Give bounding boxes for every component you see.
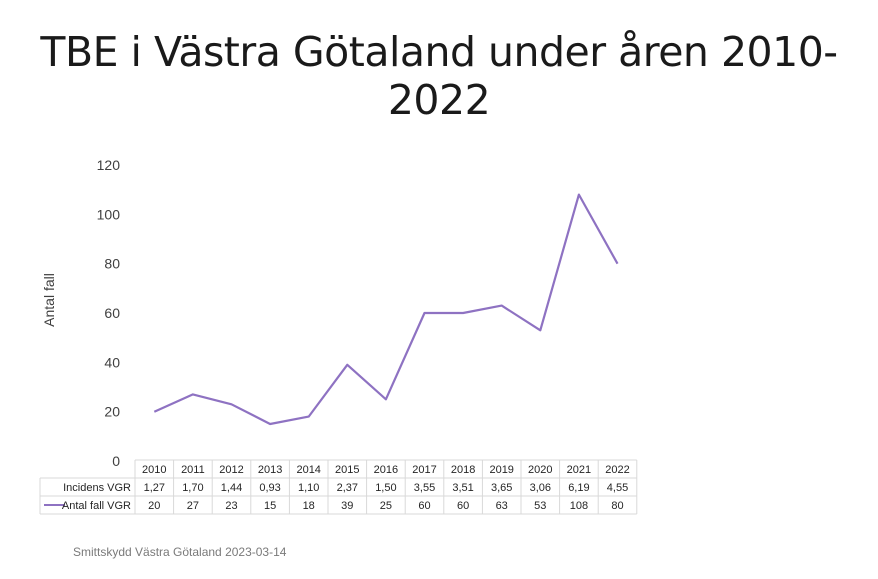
y-axis: 0 20 40 60 80 100 120 (97, 157, 121, 469)
data-label: 2,37 (337, 482, 358, 494)
data-label: 108 (570, 500, 588, 512)
data-label: 63 (496, 500, 508, 512)
footer-source: Smittskydd Västra Götaland 2023-03-14 (73, 545, 287, 559)
data-label: 27 (187, 500, 199, 512)
data-label: 1,70 (182, 482, 203, 494)
x-tick-label: 2013 (258, 464, 282, 476)
x-tick-label: 2019 (489, 464, 513, 476)
data-label: 20 (148, 500, 160, 512)
x-tick-label: 2021 (567, 464, 591, 476)
y-tick-label: 40 (104, 354, 120, 370)
page-title: TBE i Västra Götaland under åren 2010-20… (40, 28, 838, 124)
table-row-header: Antal fall VGR (62, 500, 131, 512)
data-label: 23 (225, 500, 237, 512)
x-tick-label: 2010 (142, 464, 166, 476)
plot-area (153, 193, 619, 426)
data-label: 3,06 (530, 482, 551, 494)
data-label: 60 (457, 500, 469, 512)
x-tick-label: 2014 (296, 464, 320, 476)
data-label: 18 (303, 500, 315, 512)
data-label: 3,51 (452, 482, 473, 494)
x-tick-label: 2011 (181, 464, 205, 476)
data-label: 53 (534, 500, 546, 512)
data-label: 4,55 (607, 482, 628, 494)
data-label: 25 (380, 500, 392, 512)
table-row-header: Incidens VGR (63, 482, 131, 494)
y-tick-label: 0 (112, 453, 120, 469)
data-label: 3,55 (414, 482, 435, 494)
y-tick-label: 20 (104, 404, 120, 420)
data-label: 60 (418, 500, 430, 512)
data-label: 3,65 (491, 482, 512, 494)
series-line-antal-fall (153, 193, 619, 426)
data-label: 1,27 (144, 482, 165, 494)
x-tick-label: 2016 (374, 464, 398, 476)
x-tick-label: 2017 (412, 464, 436, 476)
x-tick-label: 2018 (451, 464, 475, 476)
y-tick-label: 100 (97, 206, 121, 222)
x-tick-label: 2015 (335, 464, 359, 476)
y-axis-label: Antal fall (41, 273, 57, 327)
y-tick-label: 120 (97, 157, 121, 173)
data-label: 1,44 (221, 482, 242, 494)
y-tick-label: 80 (104, 256, 120, 272)
data-label: 1,50 (375, 482, 396, 494)
x-tick-label: 2022 (605, 464, 629, 476)
data-table: 2010 2011 2012 2013 2014 2015 2016 2017 2018 2019… (39, 459, 638, 515)
data-label: 80 (611, 500, 623, 512)
data-label: 6,19 (568, 482, 589, 494)
x-tick-label: 2012 (219, 464, 243, 476)
data-label: 39 (341, 500, 353, 512)
data-label: 0,93 (259, 482, 280, 494)
x-tick-label: 2020 (528, 464, 552, 476)
y-tick-label: 60 (104, 305, 120, 321)
data-label: 1,10 (298, 482, 319, 494)
data-label: 15 (264, 500, 276, 512)
